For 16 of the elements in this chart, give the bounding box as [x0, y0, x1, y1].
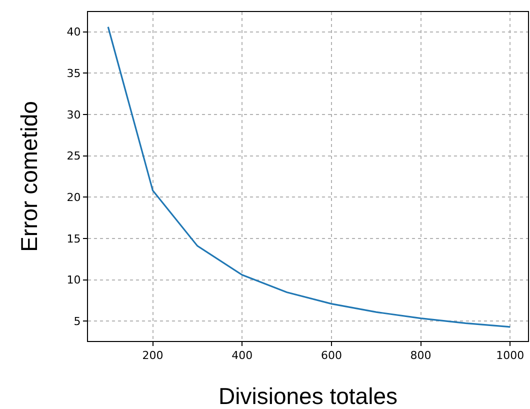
y-tick-label: 35 — [66, 67, 81, 80]
x-tick-label: 600 — [320, 349, 342, 362]
y-tick-label: 10 — [66, 274, 81, 287]
x-tick-label: 800 — [410, 349, 432, 362]
x-tick-label: 400 — [232, 349, 253, 362]
y-tick-label: 30 — [66, 108, 81, 122]
y-tick-label: 40 — [66, 26, 81, 39]
x-tick-label: 200 — [142, 349, 164, 362]
x-axis-title: Divisiones totales — [218, 383, 398, 409]
line-series — [107, 26, 511, 328]
y-tick-label: 5 — [74, 315, 81, 328]
y-axis-title: Error cometido — [16, 101, 42, 252]
y-tick-label: 20 — [66, 191, 81, 204]
x-tick-label: 1000 — [496, 349, 524, 362]
y-tick-label: 25 — [66, 150, 81, 163]
y-tick-label: 15 — [66, 232, 81, 246]
